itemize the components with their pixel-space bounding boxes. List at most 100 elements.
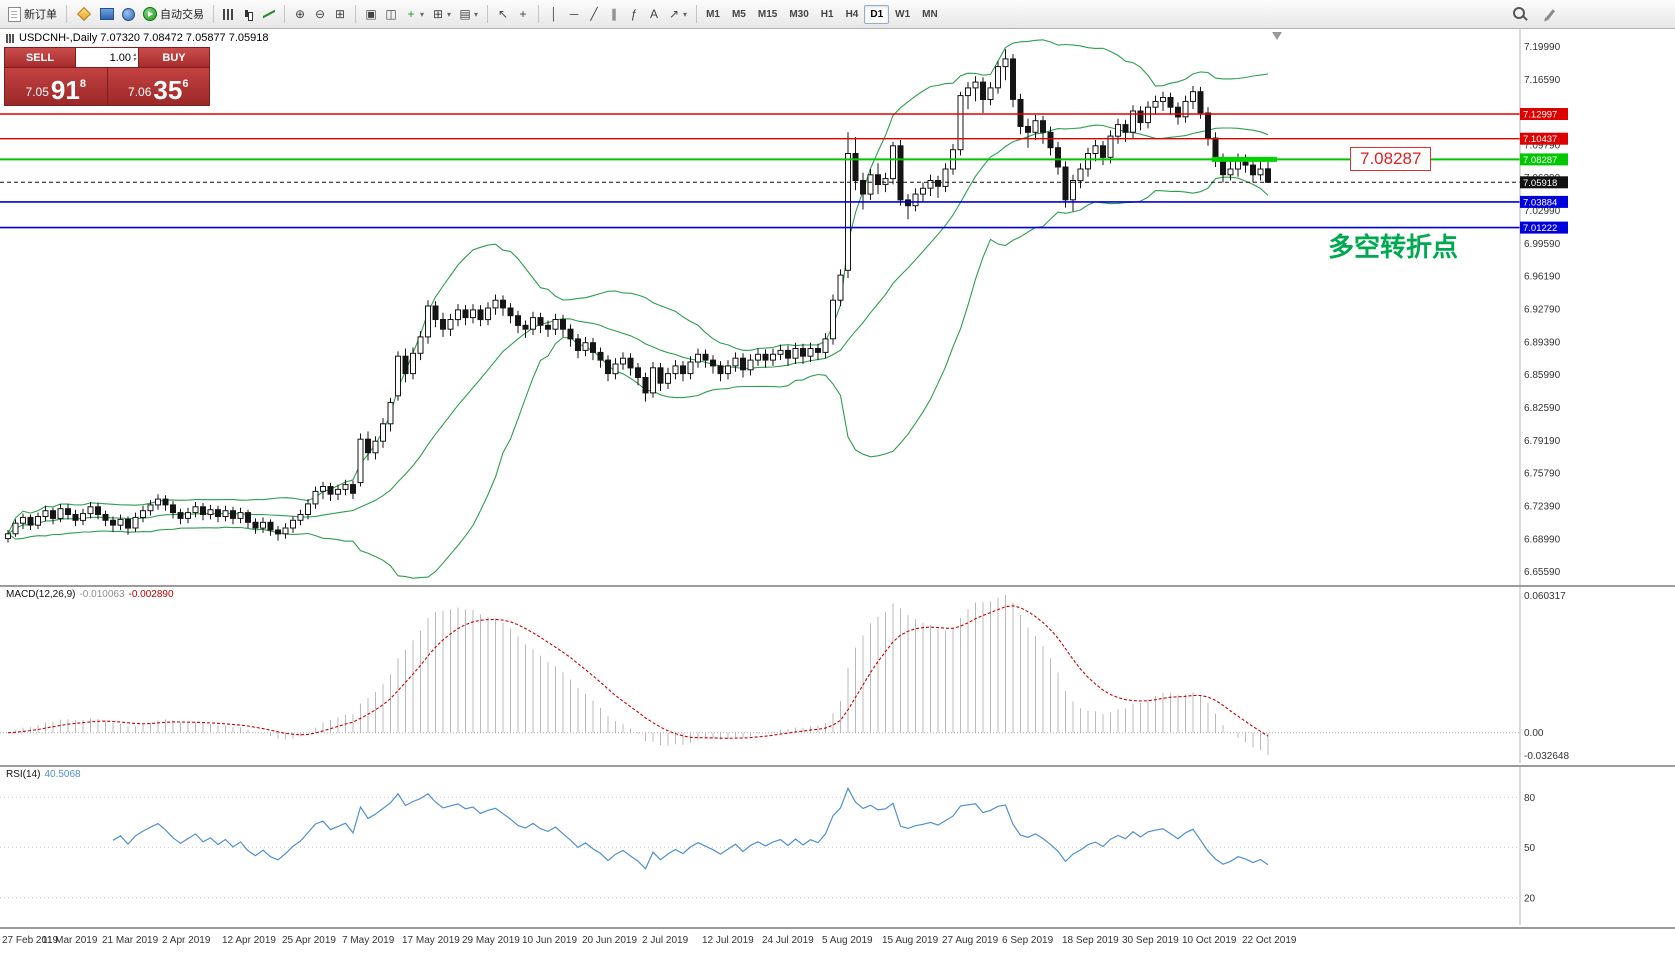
candle-chart-button[interactable] [239,3,259,25]
rsi-label: RSI(14) 40.5068 [6,769,81,780]
search-button[interactable] [1508,3,1534,25]
svg-text:80: 80 [1524,793,1536,804]
time-axis-label: 6 Sep 2019 [1002,935,1054,946]
crosshair-icon: + [519,7,527,21]
periods-grid-icon: ⊞ [432,7,444,21]
indicator-plus-icon: + [407,7,415,21]
fibonacci-button[interactable]: ƒ [624,3,644,25]
sell-price-button[interactable]: 7.05 91 8 [5,68,107,105]
rsi-levels [0,796,1520,899]
form-icon [8,6,21,22]
macd-panel[interactable]: 0.060317 0.00 -0.032648 MACD(12,26,9) -0.01… [0,585,1675,765]
timeframe-h1[interactable]: H1 [820,8,834,20]
time-axis-label: 30 Sep 2019 [1122,935,1179,946]
navigator-button[interactable] [118,3,139,25]
time-axis-label: 27 Aug 2019 [942,935,999,946]
candlesticks [5,49,1271,543]
channel-button[interactable]: ∥ [604,3,624,25]
price-level-tag: 7.08287 [1350,147,1432,171]
sell-button[interactable]: SELL [5,48,75,67]
trendline-icon: ╱ [590,7,598,21]
volume-spinner[interactable]: ▴ ▾ [132,51,136,63]
rsi-value: 40.5068 [44,769,81,780]
charts-profile-button[interactable] [72,3,96,25]
time-axis-label: 5 Aug 2019 [822,935,873,946]
volume-value: 1.00 [109,51,131,64]
tile-windows-button[interactable]: ⊞ [330,3,350,25]
time-axis-label: 12 Jul 2019 [702,935,754,946]
arrows-button[interactable]: ↗ ▾ [664,3,691,25]
market-watch-button[interactable] [96,3,118,25]
channel-icon: ∥ [611,7,618,21]
cursor-button[interactable]: ↖ [493,3,513,25]
templates-button[interactable]: ▤ ▾ [455,3,482,25]
price-axis-label: 7.19990 [1524,42,1561,53]
buy-price-button[interactable]: 7.06 35 6 [107,68,209,105]
tile-windows-icon: ⊞ [334,7,346,21]
dropdown-arrow-icon: ▾ [447,9,452,19]
timeframe-m15[interactable]: M15 [757,8,778,20]
price-axis-label: 7.16590 [1524,75,1561,86]
compose-button[interactable] [1540,3,1561,25]
cascade-windows-icon: ▣ [365,7,377,21]
buy-price-pips: 35 [153,75,183,105]
svg-text:-0.032648: -0.032648 [1524,751,1569,762]
zoom-out-button[interactable]: ⊖ [310,3,330,25]
horizontal-level-lines[interactable] [0,113,1520,229]
price-axis-label: 6.85990 [1524,370,1561,381]
volume-input[interactable]: 1.00 ▴ ▾ [76,48,138,67]
svg-text:7.03884: 7.03884 [1523,197,1557,208]
text-button[interactable]: A [644,3,664,25]
macd-axis: 0.060317 0.00 -0.032648 [1524,591,1569,762]
timeframe-toolbar: M1 M5 M15 M30 H1 H4 D1 W1 MN [693,4,944,24]
navigator-icon [122,7,135,21]
crosshair-button[interactable]: + [513,3,533,25]
line-chart-button[interactable] [259,3,279,25]
toolbar-separator [213,5,214,23]
dropdown-arrow-icon: ▾ [683,9,688,19]
svg-text:20: 20 [1524,893,1536,904]
price-axis-label: 6.92790 [1524,305,1561,316]
timeframe-m30[interactable]: M30 [789,8,809,20]
price-axis-label: 6.79190 [1524,436,1561,447]
buy-button[interactable]: BUY [139,48,209,67]
auto-trading-button[interactable]: 自动交易 [139,3,208,25]
price-axis-label: 6.89390 [1524,337,1561,348]
svg-text:50: 50 [1524,843,1536,854]
periods-button[interactable]: ⊞ ▾ [428,3,455,25]
macd-label: MACD(12,26,9) -0.010063 -0.002890 [6,589,174,600]
time-axis-label: 27 Feb 2019 [2,935,59,946]
new-order-button[interactable]: 新订单 [4,3,61,25]
rsi-panel[interactable]: 80 50 20 RSI(14) 40.5068 [0,765,1675,927]
cascade-windows-button[interactable]: ▣ [361,3,381,25]
toolbar: 新订单 自动交易 ⊕ ⊖ ⊞ ▣ ◫ + ▾ ⊞ ▾ ▤ ▾ ↖ + │ ─ ╱ ∥ ƒ A ↗ ▾ M1 M5 M15 M30 H… [0,0,1675,29]
search-icon [1513,7,1525,19]
horizontal-line-button[interactable]: ─ [564,3,584,25]
time-axis-label: 24 Jul 2019 [762,935,814,946]
new-order-button-label: 新订单 [24,9,57,21]
zoom-in-button[interactable]: ⊕ [290,3,310,25]
price-axis: 7.199907.165907.131907.097907.063907.029… [1524,42,1561,578]
indicators-button[interactable]: + ▾ [401,3,428,25]
timeframe-m1[interactable]: M1 [706,8,720,20]
timeframe-w1[interactable]: W1 [895,8,911,20]
bar-chart-button[interactable] [219,3,239,25]
arrange-windows-button[interactable]: ◫ [381,3,401,25]
spin-up-icon[interactable]: ▴ [132,51,136,58]
timeframe-h4[interactable]: H4 [845,8,859,20]
price-chart-panel[interactable]: 7.199907.165907.131907.097907.063907.029… [0,29,1675,585]
price-axis-label: 6.99590 [1524,239,1561,250]
timeframe-m5[interactable]: M5 [731,8,746,20]
toolbar-separator [538,5,540,23]
trendline-button[interactable]: ╱ [584,3,604,25]
timeframe-mn[interactable]: MN [922,8,938,20]
time-axis[interactable]: 27 Feb 2019 11 Mar 2019 21 Mar 2019 2 Apr 2… [0,927,1675,953]
svg-text:0.060317: 0.060317 [1524,591,1566,602]
time-axis-label: 22 Oct 2019 [1242,935,1297,946]
vertical-line-button[interactable]: │ [544,3,564,25]
spin-down-icon[interactable]: ▾ [132,56,136,63]
timeframe-d1[interactable]: D1 [864,4,890,24]
time-axis-label: 7 May 2019 [342,935,395,946]
price-axis-label: 6.96190 [1524,272,1561,283]
